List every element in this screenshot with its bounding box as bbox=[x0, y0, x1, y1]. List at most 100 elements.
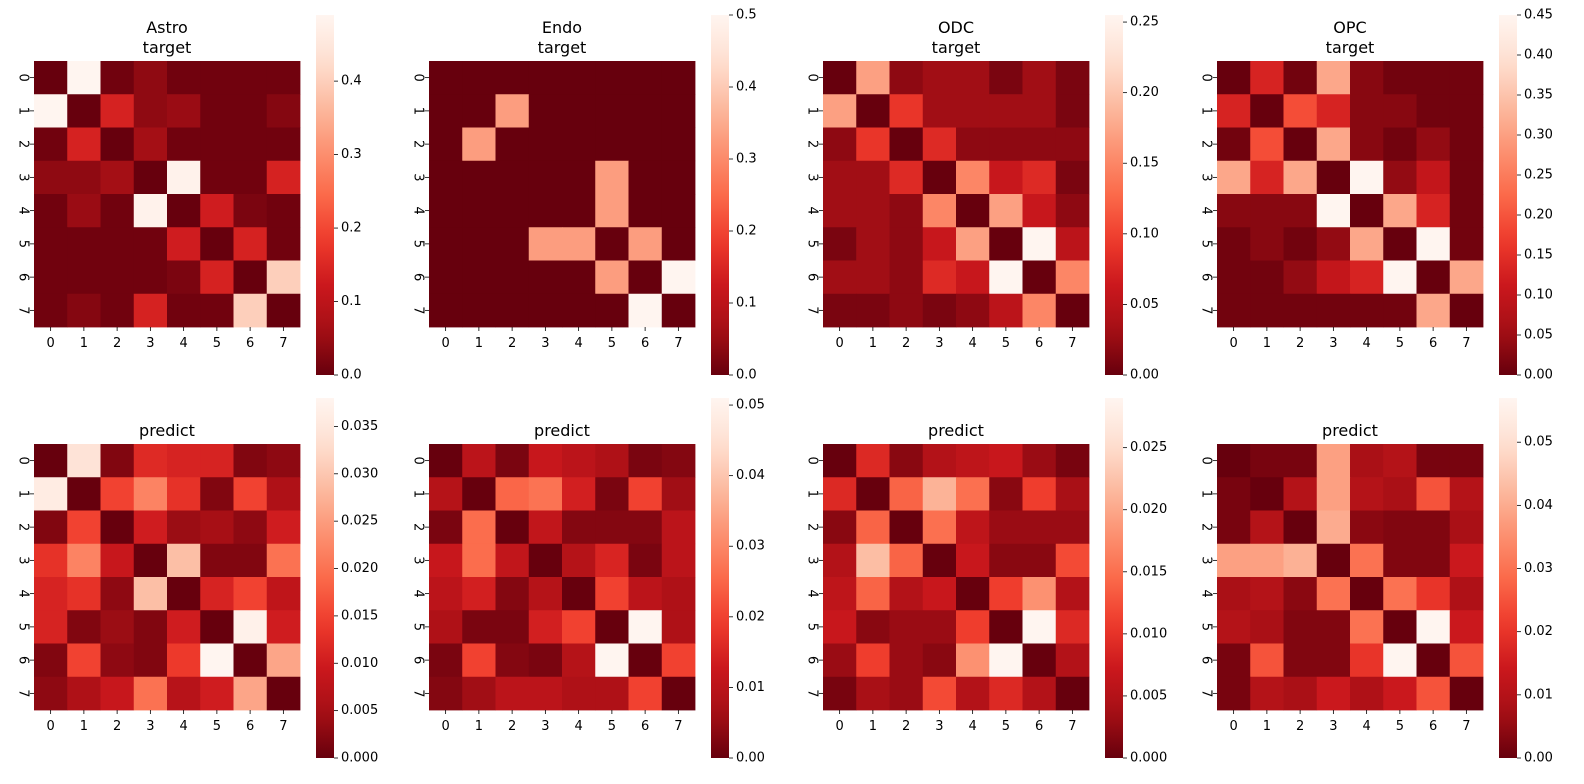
heatmap-cell-4-0 bbox=[429, 577, 463, 611]
heatmap-cell-0-5 bbox=[200, 61, 234, 95]
heatmap-cell-5-2 bbox=[1283, 610, 1318, 644]
x-tick-label: 3 bbox=[1329, 336, 1337, 351]
x-tick-label: 0 bbox=[1229, 336, 1237, 351]
x-tick-label: 2 bbox=[113, 336, 121, 351]
heatmap-cell-7-4 bbox=[562, 676, 596, 711]
heatmap-cell-6-0 bbox=[34, 260, 68, 295]
heatmap-panel-6: predict 0 1 2 3 4 5 6 7 0 1 2 3 4 5 6 7 0.000 0.005 0.010 0.… bbox=[805, 398, 1167, 766]
colorbar-tick-label: 0.010 bbox=[1130, 626, 1167, 641]
y-tick-label: 7 bbox=[16, 306, 31, 314]
x-tick-label: 2 bbox=[508, 336, 516, 351]
heatmap-cell-2-5 bbox=[989, 510, 1023, 545]
heatmap-cell-7-5 bbox=[595, 293, 629, 328]
x-tick-label: 6 bbox=[246, 719, 254, 734]
colorbar-tick-label: 0.02 bbox=[736, 609, 765, 624]
heatmap-cell-0-6 bbox=[628, 61, 663, 95]
heatmap-cell-7-0 bbox=[1217, 293, 1251, 328]
x-tick-label: 6 bbox=[641, 336, 649, 351]
colorbar-tick-label: 0.5 bbox=[736, 8, 757, 23]
x-tick-label: 7 bbox=[279, 336, 287, 351]
heatmap-cell-3-4 bbox=[167, 543, 201, 578]
colorbar-tick-label: 0.005 bbox=[1130, 688, 1167, 703]
heatmap-cell-3-6 bbox=[1022, 543, 1057, 578]
heatmap-cell-7-1 bbox=[67, 293, 101, 328]
heatmap-cell-3-6 bbox=[1416, 543, 1451, 578]
heatmap-cell-7-6 bbox=[233, 293, 268, 328]
heatmap-cell-0-1 bbox=[67, 444, 101, 478]
heatmap-cell-4-0 bbox=[823, 194, 857, 228]
heatmap-cell-2-1 bbox=[67, 127, 101, 162]
heatmap-cell-7-7 bbox=[1449, 676, 1484, 711]
heatmap-cell-2-2 bbox=[495, 127, 530, 162]
colorbar-tick-label: 0.020 bbox=[1130, 502, 1167, 517]
heatmap-cell-4-1 bbox=[856, 194, 890, 228]
y-tick-label: 7 bbox=[16, 689, 31, 697]
heatmap-cell-5-3 bbox=[922, 610, 957, 644]
heatmap-cell-0-3 bbox=[528, 444, 563, 478]
y-tick-label: 6 bbox=[805, 273, 820, 281]
heatmap-cell-6-2 bbox=[889, 643, 924, 678]
x-tick-label: 0 bbox=[441, 719, 449, 734]
heatmap-cell-3-4 bbox=[562, 160, 596, 195]
heatmap-cell-4-2 bbox=[1283, 577, 1318, 611]
y-tick-label: 3 bbox=[805, 173, 820, 181]
heatmap-cell-3-2 bbox=[495, 543, 530, 578]
heatmap-cell-7-3 bbox=[528, 293, 563, 328]
colorbar-tick-label: 0.02 bbox=[1524, 624, 1553, 639]
colorbar-tick-label: 0.020 bbox=[341, 561, 378, 576]
y-tick-label: 1 bbox=[805, 490, 820, 498]
heatmap-cell-3-1 bbox=[462, 543, 496, 578]
y-tick-label: 4 bbox=[1199, 589, 1214, 597]
x-tick-label: 6 bbox=[641, 719, 649, 734]
x-tick-label: 1 bbox=[869, 336, 877, 351]
heatmap-cell-5-5 bbox=[989, 227, 1023, 261]
y-tick-label: 6 bbox=[16, 273, 31, 281]
colorbar-tick-label: 0.25 bbox=[1130, 15, 1159, 30]
y-tick-label: 1 bbox=[16, 490, 31, 498]
heatmap-cell-5-7 bbox=[1449, 227, 1484, 261]
x-tick-label: 5 bbox=[1002, 719, 1010, 734]
heatmap-cell-0-3 bbox=[922, 444, 957, 478]
heatmap-cell-6-2 bbox=[1283, 643, 1318, 678]
heatmap-cell-3-3 bbox=[922, 160, 957, 195]
y-tick-label: 5 bbox=[16, 240, 31, 248]
x-tick-label: 6 bbox=[1035, 336, 1043, 351]
x-tick-label: 1 bbox=[869, 719, 877, 734]
heatmap-cell-6-5 bbox=[989, 643, 1023, 678]
heatmap-cell-6-5 bbox=[595, 260, 629, 295]
x-tick-label: 3 bbox=[541, 336, 549, 351]
heatmap-cell-2-7 bbox=[1449, 127, 1484, 162]
heatmap-cell-2-4 bbox=[167, 127, 201, 162]
heatmap-cell-1-7 bbox=[661, 477, 696, 511]
x-tick-label: 2 bbox=[508, 719, 516, 734]
x-tick-label: 5 bbox=[1396, 336, 1404, 351]
heatmap-cell-5-6 bbox=[1416, 227, 1451, 261]
heatmap-cell-0-0 bbox=[429, 61, 463, 95]
heatmap-cell-1-3 bbox=[1316, 477, 1351, 511]
heatmap-cell-4-3 bbox=[528, 194, 563, 228]
heatmap-cell-6-1 bbox=[856, 260, 890, 295]
heatmap-cell-3-0 bbox=[34, 160, 68, 195]
heatmap-cell-4-3 bbox=[133, 194, 168, 228]
heatmap-cell-7-1 bbox=[462, 676, 496, 711]
heatmap-cell-4-2 bbox=[889, 194, 924, 228]
x-tick-label: 4 bbox=[968, 719, 976, 734]
panel-title: Astro bbox=[146, 18, 188, 37]
heatmap-cell-5-0 bbox=[34, 610, 68, 644]
y-tick-label: 1 bbox=[805, 107, 820, 115]
y-tick-label: 4 bbox=[16, 589, 31, 597]
x-tick-label: 1 bbox=[1263, 719, 1271, 734]
y-tick-label: 0 bbox=[805, 73, 820, 81]
x-tick-label: 6 bbox=[1035, 719, 1043, 734]
heatmap-cell-6-3 bbox=[1316, 643, 1351, 678]
heatmap-cell-4-3 bbox=[1316, 577, 1351, 611]
heatmap-cell-5-5 bbox=[1383, 610, 1417, 644]
heatmap-cell-7-5 bbox=[1383, 676, 1417, 711]
heatmap-cell-2-3 bbox=[133, 510, 168, 545]
y-tick-label: 5 bbox=[805, 240, 820, 248]
heatmap-cell-5-0 bbox=[429, 227, 463, 261]
heatmap-cell-6-7 bbox=[1055, 260, 1090, 295]
x-tick-label: 3 bbox=[146, 719, 154, 734]
heatmap-cell-6-7 bbox=[266, 643, 301, 678]
heatmap-cell-6-4 bbox=[956, 643, 990, 678]
